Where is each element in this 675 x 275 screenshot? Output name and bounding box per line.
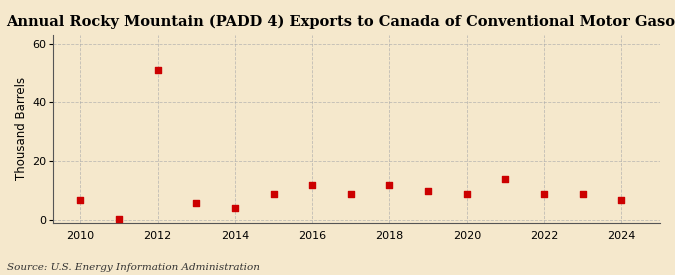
Point [423, 189, 433, 193]
Point [384, 183, 395, 187]
Point [152, 68, 163, 72]
Title: Annual Rocky Mountain (PADD 4) Exports to Canada of Conventional Motor Gasoline: Annual Rocky Mountain (PADD 4) Exports t… [7, 15, 675, 29]
Point [616, 197, 627, 202]
Point [191, 200, 202, 205]
Text: Source: U.S. Energy Information Administration: Source: U.S. Energy Information Administ… [7, 263, 260, 272]
Point [113, 216, 124, 221]
Point [306, 183, 317, 187]
Point [75, 197, 86, 202]
Y-axis label: Thousand Barrels: Thousand Barrels [15, 77, 28, 180]
Point [500, 177, 511, 181]
Point [230, 206, 240, 211]
Point [539, 191, 549, 196]
Point [268, 191, 279, 196]
Point [346, 191, 356, 196]
Point [577, 191, 588, 196]
Point [462, 191, 472, 196]
